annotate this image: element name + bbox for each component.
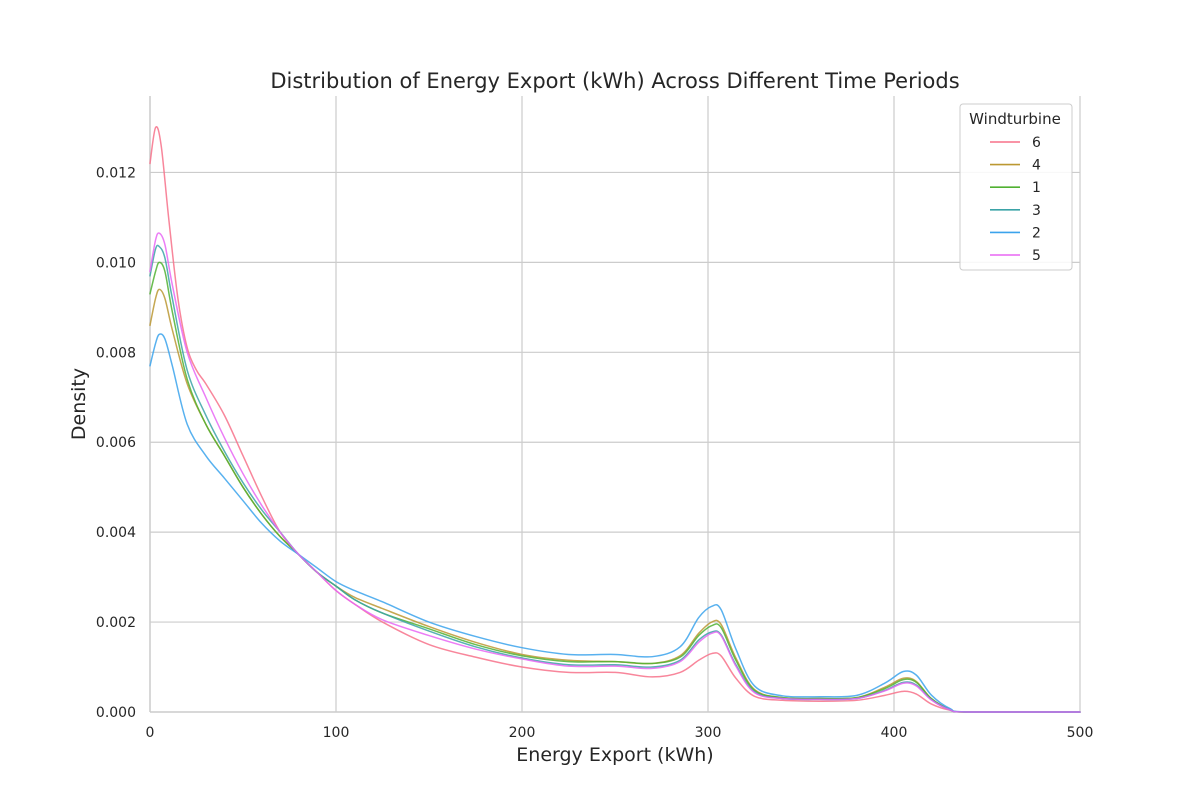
- legend: Windturbine 6 4 1 3 2 5: [959, 103, 1073, 271]
- legend-label-2: 2: [1032, 225, 1041, 241]
- y-axis-title: Density: [68, 368, 90, 440]
- series-line-6: [149, 126, 1081, 713]
- x-tick-label: 100: [323, 725, 350, 741]
- x-tick-label: 200: [509, 725, 536, 741]
- legend-items: 6 4 1 3 2 5: [990, 135, 1041, 264]
- legend-label-5: 5: [1032, 248, 1041, 264]
- x-tick-label: 400: [881, 725, 908, 741]
- x-tick-labels: 0 100 200 300 400 500: [146, 725, 1094, 741]
- y-tick-label: 0.006: [96, 435, 136, 451]
- y-tick-label: 0.010: [96, 255, 136, 271]
- x-tick-label: 500: [1067, 725, 1094, 741]
- legend-label-4: 4: [1032, 158, 1041, 174]
- series-lines: [149, 126, 1081, 713]
- y-tick-label: 0.000: [96, 705, 136, 721]
- series-line-5: [149, 232, 1081, 713]
- x-axis-title: Energy Export (kWh): [516, 744, 713, 766]
- legend-label-6: 6: [1032, 135, 1041, 151]
- y-tick-labels: 0.000 0.002 0.004 0.006 0.008 0.010 0.012: [96, 165, 136, 721]
- series-line-2: [149, 333, 1081, 713]
- y-tick-label: 0.002: [96, 615, 136, 631]
- x-tick-label: 300: [695, 725, 722, 741]
- x-tick-label: 0: [146, 725, 155, 741]
- y-tick-label: 0.012: [96, 165, 136, 181]
- legend-label-3: 3: [1032, 203, 1041, 219]
- y-grid-lines: [150, 171, 1080, 623]
- legend-title: Windturbine: [969, 110, 1061, 128]
- y-tick-label: 0.008: [96, 345, 136, 361]
- y-tick-label: 0.004: [96, 525, 136, 541]
- x-grid-lines: [335, 96, 1081, 712]
- plot-background: [150, 96, 1080, 712]
- chart-title: Distribution of Energy Export (kWh) Acro…: [270, 69, 959, 93]
- legend-label-1: 1: [1032, 180, 1041, 196]
- series-line-1: [149, 261, 1081, 713]
